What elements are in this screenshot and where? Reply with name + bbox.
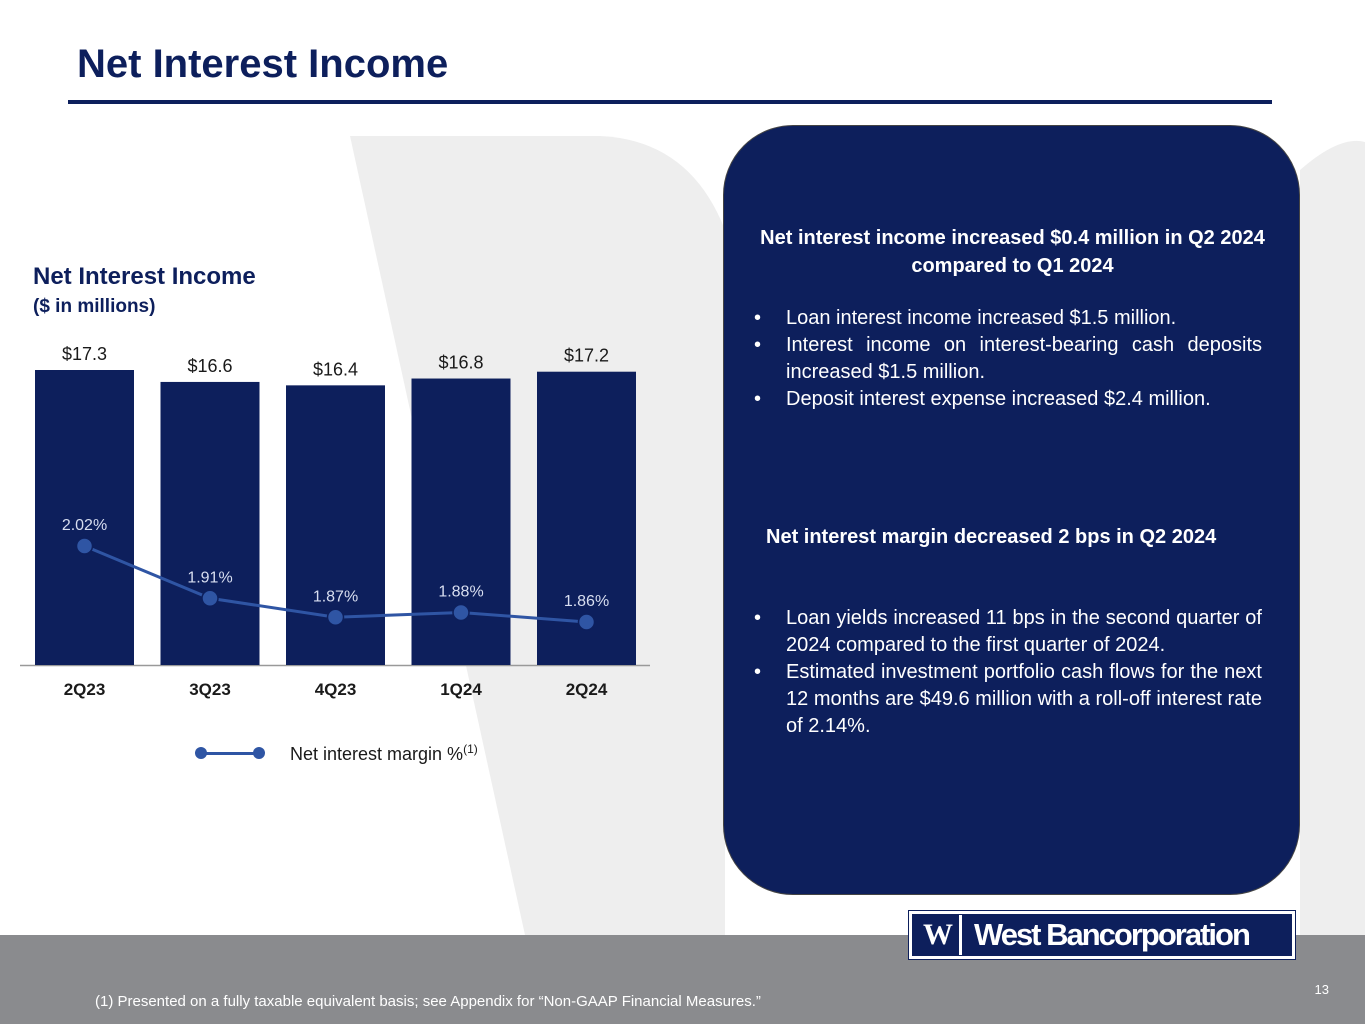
chart-legend: Net interest margin %(1) [195, 740, 478, 766]
company-logo: W West Bancorporation [908, 910, 1296, 960]
x-tick-label: 2Q23 [64, 680, 106, 699]
margin-value-label: 1.86% [564, 593, 609, 610]
margin-point [326, 608, 345, 626]
margin-point [75, 537, 94, 555]
chart-title: Net Interest Income [33, 263, 256, 290]
x-tick-label: 1Q24 [440, 680, 482, 699]
legend-label: Net interest margin %(1) [290, 741, 478, 764]
margin-point [577, 613, 596, 631]
bar-value-label: $16.8 [438, 353, 483, 373]
bar-2Q23 [35, 370, 134, 665]
bullet-item: Loan interest income increased $1.5 mill… [752, 305, 1262, 332]
bullet-item: Estimated investment portfolio cash flow… [752, 659, 1262, 740]
footnote: (1) Presented on a fully taxable equival… [95, 993, 761, 1010]
logo-wordmark: West Bancorporation [974, 917, 1251, 952]
bullet-item: Loan yields increased 11 bps in the seco… [752, 605, 1262, 659]
margin-point [201, 589, 219, 607]
margin-value-label: 1.87% [313, 588, 358, 605]
bar-1Q24 [411, 378, 511, 665]
logo-mark: W [915, 915, 962, 955]
title-divider [68, 100, 1272, 104]
bar-value-label: $17.2 [564, 346, 609, 366]
margin-value-label: 2.02% [62, 517, 107, 534]
net-interest-income-chart: $17.3 2Q23 $16.6 3Q23 $16.4 4Q23 $16.8 1Q24 $17.… [20, 344, 650, 699]
section2-heading: Net interest margin decreased 2 bps in Q… [766, 526, 1217, 548]
margin-value-label: 1.88% [438, 584, 483, 601]
commentary-panel: Net interest income increased $0.4 milli… [723, 125, 1300, 895]
bullet-item: Interest income on interest-bearing cash… [752, 332, 1262, 386]
section2-bullets: Loan yields increased 11 bps in the seco… [752, 605, 1262, 740]
section1-bullets: Loan interest income increased $1.5 mill… [752, 305, 1262, 413]
bullet-item: Deposit interest expense increased $2.4 … [752, 386, 1262, 413]
bar-3Q23 [160, 381, 260, 665]
x-tick-label: 2Q24 [566, 680, 608, 699]
bar-value-label: $16.4 [313, 359, 358, 379]
page-number: 13 [1314, 982, 1329, 997]
bar-value-label: $16.6 [187, 356, 232, 376]
bar-value-label: $17.3 [62, 344, 107, 364]
x-tick-label: 4Q23 [315, 680, 357, 699]
margin-point [452, 603, 470, 622]
chart-subtitle: ($ in millions) [33, 296, 156, 317]
legend-footnote-ref: (1) [463, 741, 478, 756]
x-tick-label: 3Q23 [189, 680, 231, 699]
margin-value-label: 1.91% [187, 569, 232, 586]
legend-line-marker [195, 746, 265, 760]
section1-heading: Net interest income increased $0.4 milli… [760, 227, 1265, 277]
page-title: Net Interest Income [77, 42, 449, 86]
